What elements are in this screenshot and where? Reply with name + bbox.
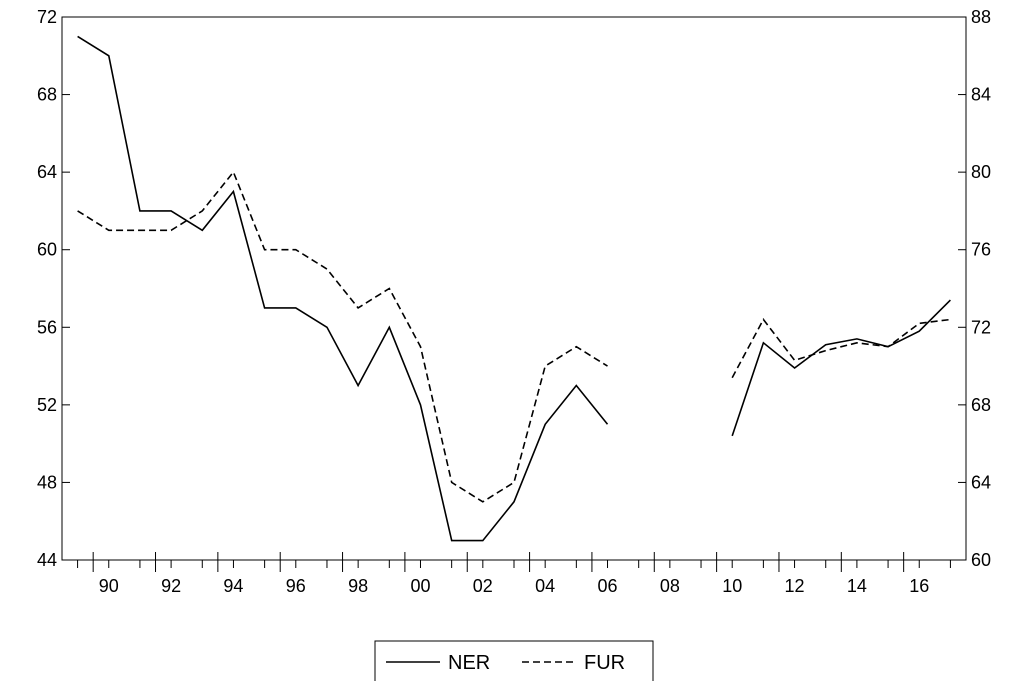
right-y-tick-label: 80 <box>971 162 991 182</box>
x-tick-label: 04 <box>535 576 555 596</box>
legend-label-fur: FUR <box>584 652 625 674</box>
left-y-tick-label: 44 <box>37 550 57 570</box>
right-y-tick-label: 68 <box>971 395 991 415</box>
series-line-fur <box>77 170 951 503</box>
x-tick-label: 10 <box>722 576 742 596</box>
x-tick-label: 12 <box>785 576 805 596</box>
left-y-tick-label: 64 <box>37 162 57 182</box>
x-tick-label: 06 <box>598 576 618 596</box>
x-tick-label: 16 <box>909 576 929 596</box>
x-tick-label: 96 <box>286 576 306 596</box>
right-y-tick-label: 84 <box>971 85 991 105</box>
right-y-tick-label: 64 <box>971 472 991 492</box>
left-y-tick-label: 48 <box>37 472 57 492</box>
x-tick-label: 14 <box>847 576 867 596</box>
series-layer <box>77 35 951 542</box>
left-y-tick-label: 68 <box>37 85 57 105</box>
legend-box <box>374 640 654 681</box>
right-y-tick-label: 72 <box>971 317 991 337</box>
x-tick-label: 92 <box>161 576 181 596</box>
plot-frame <box>61 16 967 561</box>
x-tick-label: 08 <box>660 576 680 596</box>
series-line-ner <box>77 35 951 542</box>
left-y-tick-label: 52 <box>37 395 57 415</box>
left-y-axis: 44 48 52 56 60 64 68 72 <box>37 7 70 570</box>
x-tick-label: 90 <box>99 576 119 596</box>
left-y-tick-label: 60 <box>37 240 57 260</box>
legend-label-ner: NER <box>448 652 490 674</box>
right-y-tick-label: 60 <box>971 550 991 570</box>
legend: NER FUR <box>374 640 654 681</box>
x-axis: 90 92 94 96 98 00 02 04 06 08 10 12 14 16 <box>77 552 951 596</box>
right-y-tick-label: 76 <box>971 240 991 260</box>
x-tick-label: 98 <box>348 576 368 596</box>
x-tick-label: 94 <box>223 576 243 596</box>
left-y-tick-label: 56 <box>37 317 57 337</box>
left-y-tick-label: 72 <box>37 7 57 27</box>
right-y-axis: 60 64 68 72 76 80 84 88 <box>958 7 991 570</box>
right-y-tick-label: 88 <box>971 7 991 27</box>
x-tick-label: 02 <box>473 576 493 596</box>
x-tick-label: 00 <box>410 576 430 596</box>
